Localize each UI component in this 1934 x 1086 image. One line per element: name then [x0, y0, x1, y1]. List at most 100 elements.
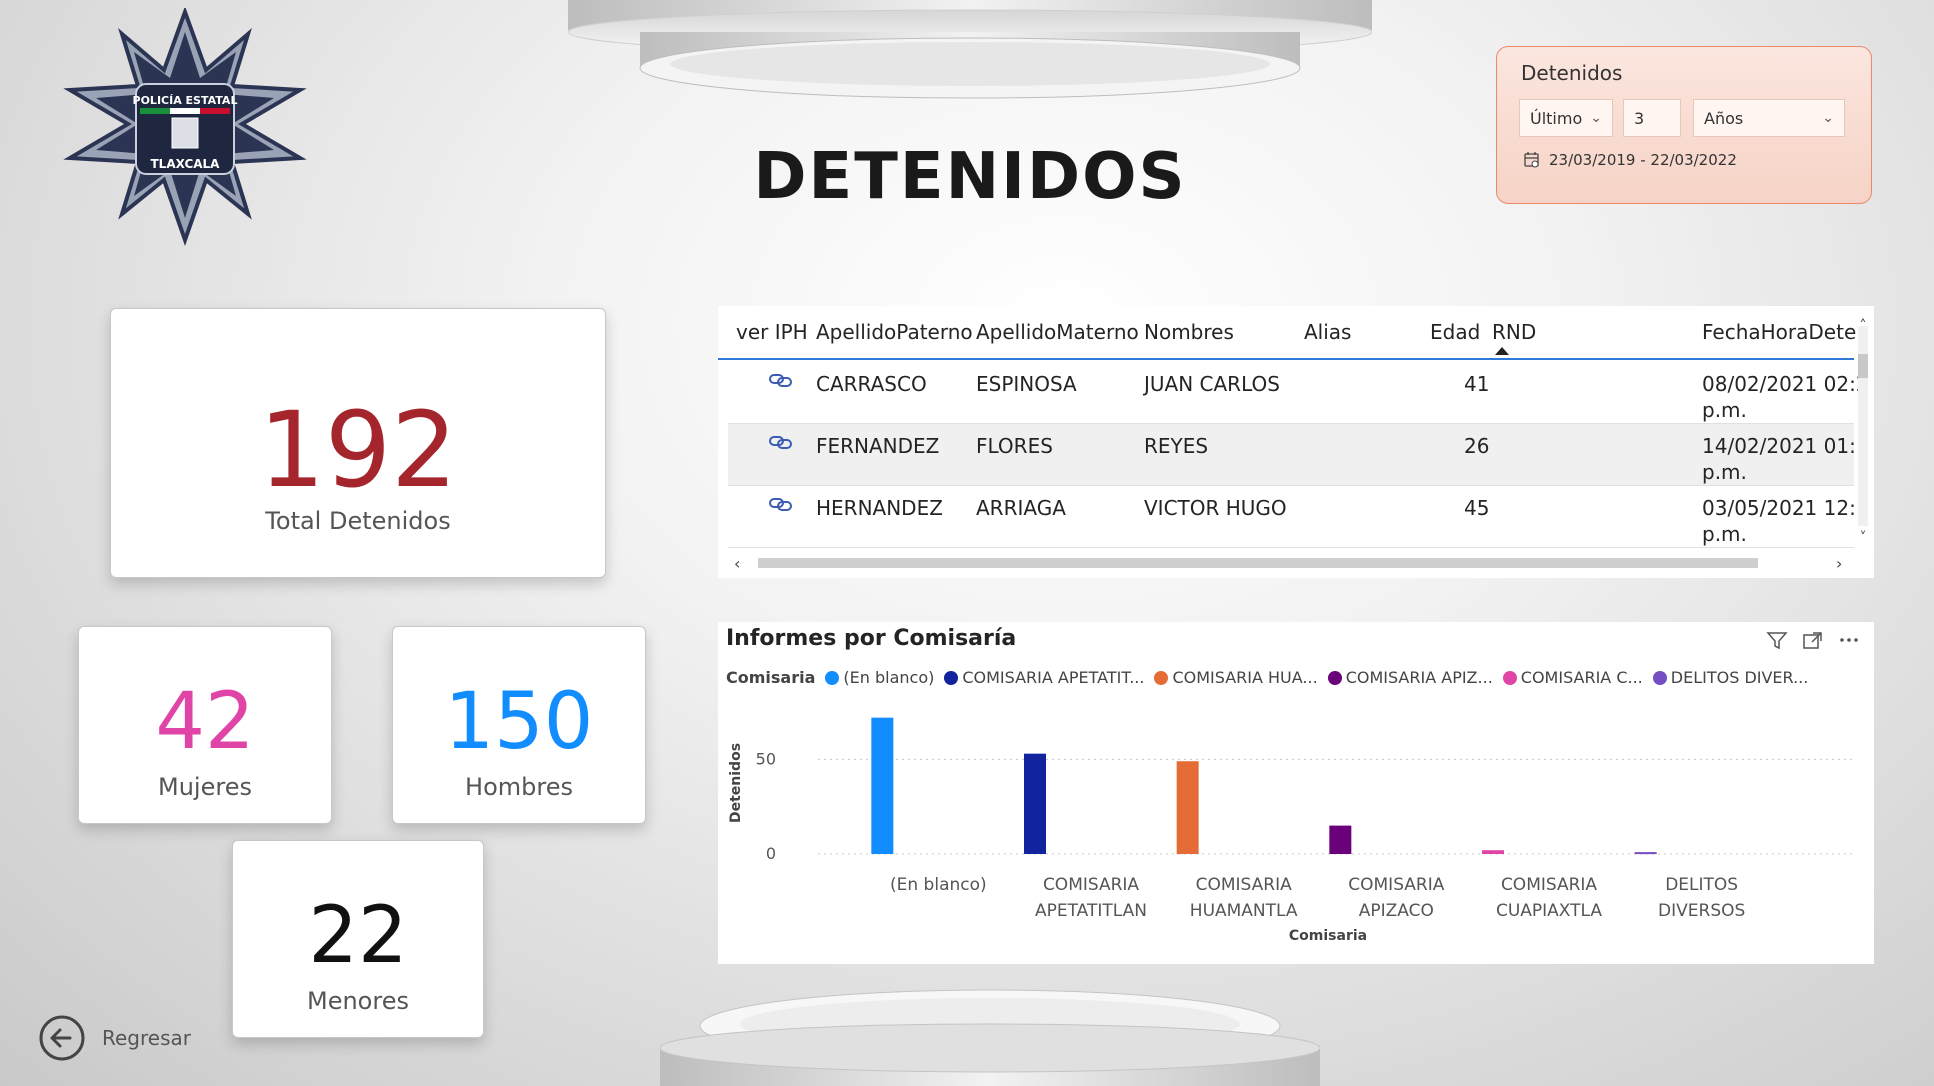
table-row[interactable]: CARRASCO ESPINOSA JUAN CARLOS 41 08/02/2…	[728, 362, 1869, 424]
cell-apellido-paterno: CARRASCO	[816, 372, 927, 396]
legend-item[interactable]: DELITOS DIVER...	[1652, 668, 1809, 687]
bar[interactable]	[1634, 852, 1657, 855]
filter-count-input[interactable]: 3	[1623, 99, 1681, 137]
back-button[interactable]: Regresar	[38, 1014, 191, 1062]
cell-edad: 41	[1464, 372, 1490, 396]
cell-nombres: JUAN CARLOS	[1144, 372, 1280, 396]
filter-unit-value: Años	[1704, 108, 1744, 128]
cell-fecha-hora-ampm: p.m.	[1702, 460, 1747, 484]
header-nombres[interactable]: Nombres	[1144, 320, 1234, 344]
kpi-menores: 22 Menores	[232, 840, 484, 1038]
bar[interactable]	[1024, 753, 1046, 854]
bar-chart-plot: Detenidos 0 50 (En blanco) COMISARIA APETATIT…	[728, 717, 1854, 944]
header-edad[interactable]: Edad	[1430, 320, 1481, 344]
kpi-total-value: 192	[258, 389, 458, 511]
header-fecha-hora[interactable]: FechaHoraDeten	[1702, 320, 1869, 344]
focus-mode-icon[interactable]	[1802, 630, 1824, 650]
legend-item[interactable]: COMISARIA HUA...	[1154, 668, 1318, 687]
svg-text:˄: ˄	[1860, 318, 1867, 334]
back-label: Regresar	[102, 1026, 191, 1050]
legend-title: Comisaria	[726, 668, 816, 687]
filter-unit-select[interactable]: Años ⌄	[1693, 99, 1845, 137]
legend-label: COMISARIA APETATIT...	[962, 668, 1145, 687]
chart-legend: Comisaria (En blanco) COMISARIA APETATIT…	[726, 668, 1808, 687]
svg-text:˅: ˅	[1860, 530, 1867, 546]
legend-label: COMISARIA HUA...	[1172, 668, 1318, 687]
horizontal-scrollbar[interactable]: ‹ ›	[728, 554, 1854, 572]
calendar-icon	[1524, 152, 1539, 168]
legend-item[interactable]: COMISARIA C...	[1502, 668, 1643, 687]
link-icon[interactable]	[768, 432, 794, 452]
header-rnd[interactable]: RND	[1492, 320, 1537, 344]
x-tick-label: COMISARIA	[1348, 875, 1444, 895]
legend-label: (En blanco)	[843, 668, 935, 687]
vertical-scrollbar[interactable]: ˄ ˅	[1854, 306, 1874, 546]
y-tick-label: 50	[756, 749, 776, 768]
svg-text:TLAXCALA: TLAXCALA	[151, 157, 221, 171]
cell-edad: 26	[1464, 434, 1490, 458]
legend-item[interactable]: COMISARIA APIZ...	[1327, 668, 1493, 687]
cell-apellido-materno: ESPINOSA	[976, 372, 1077, 396]
pedestal-bottom-decoration	[660, 989, 1320, 1086]
page-title: DETENIDOS	[753, 140, 1187, 214]
legend-item[interactable]: (En blanco)	[825, 668, 934, 687]
kpi-total-label: Total Detenidos	[265, 507, 451, 535]
cell-fecha-hora: 08/02/2021 02:2	[1702, 372, 1869, 396]
link-icon[interactable]	[768, 494, 794, 514]
x-tick-label: DELITOS	[1665, 875, 1738, 895]
header-ver-iph[interactable]: ver IPH	[736, 320, 808, 344]
chevron-down-icon: ⌄	[1822, 110, 1834, 126]
y-tick-label: 0	[766, 844, 776, 863]
filter-count-value: 3	[1634, 108, 1645, 128]
kpi-menores-value: 22	[308, 891, 408, 981]
x-tick-label: COMISARIA	[1196, 875, 1292, 895]
x-tick-label: COMISARIA	[1501, 875, 1597, 895]
x-axis-label: Comisaria	[1289, 928, 1367, 944]
kpi-mujeres-label: Mujeres	[158, 773, 252, 801]
bar[interactable]	[1482, 850, 1504, 854]
link-icon[interactable]	[768, 370, 794, 390]
table-row[interactable]: FERNANDEZ FLORES REYES 26 14/02/2021 01:…	[728, 424, 1869, 486]
chart-toolbar	[1766, 630, 1860, 650]
cell-apellido-materno: FLORES	[976, 434, 1053, 458]
legend-item[interactable]: COMISARIA APETATIT...	[944, 668, 1144, 687]
svg-text:POLICÍA ESTATAL: POLICÍA ESTATAL	[133, 94, 238, 107]
date-filter-slicer: Detenidos Último ⌄ 3 Años ⌄ 23/03/2019 -…	[1496, 46, 1872, 204]
svg-text:‹: ‹	[734, 554, 740, 572]
x-tick-label: COMISARIA	[1043, 875, 1139, 895]
arrow-left-circle-icon	[39, 1015, 85, 1061]
kpi-hombres: 150 Hombres	[392, 626, 646, 824]
filter-mode-select[interactable]: Último ⌄	[1519, 99, 1613, 137]
filter-range-text: 23/03/2019 - 22/03/2022	[1549, 151, 1737, 169]
header-apellido-materno[interactable]: ApellidoMaterno	[976, 320, 1139, 344]
header-apellido-paterno[interactable]: ApellidoPaterno	[816, 320, 973, 344]
police-badge-logo: POLICÍA ESTATAL TLAXCALA	[63, 8, 307, 246]
kpi-menores-label: Menores	[307, 987, 409, 1015]
kpi-hombres-label: Hombres	[465, 773, 573, 801]
svg-text:›: ›	[1836, 554, 1842, 572]
detenidos-table: ver IPH ApellidoPaterno ApellidoMaterno …	[718, 306, 1874, 578]
legend-label: COMISARIA C...	[1520, 668, 1643, 687]
kpi-mujeres: 42 Mujeres	[78, 626, 332, 824]
cell-apellido-paterno: FERNANDEZ	[816, 434, 940, 458]
bar[interactable]	[1176, 761, 1199, 854]
x-tick-label: DIVERSOS	[1658, 901, 1745, 921]
pedestal-top-decoration	[568, 0, 1372, 99]
bar[interactable]	[871, 717, 894, 854]
more-options-icon[interactable]	[1838, 630, 1860, 650]
filter-date-range: 23/03/2019 - 22/03/2022	[1523, 151, 1737, 169]
kpi-mujeres-value: 42	[155, 677, 255, 767]
filter-icon[interactable]	[1766, 630, 1788, 650]
x-tick-label: CUAPIAXTLA	[1496, 901, 1602, 921]
cell-fecha-hora: 14/02/2021 01:1	[1702, 434, 1869, 458]
bar[interactable]	[1329, 825, 1352, 854]
cell-apellido-paterno: HERNANDEZ	[816, 496, 943, 520]
chevron-down-icon: ⌄	[1590, 110, 1602, 126]
cell-nombres: REYES	[1144, 434, 1209, 458]
table-row[interactable]: HERNANDEZ ARRIAGA VICTOR HUGO 45 03/05/2…	[728, 486, 1869, 548]
header-alias[interactable]: Alias	[1304, 320, 1352, 344]
legend-label: DELITOS DIVER...	[1670, 668, 1809, 687]
x-tick-label: APIZACO	[1359, 901, 1434, 921]
cell-fecha-hora-ampm: p.m.	[1702, 522, 1747, 546]
table-header: ver IPH ApellidoPaterno ApellidoMaterno …	[718, 306, 1869, 360]
